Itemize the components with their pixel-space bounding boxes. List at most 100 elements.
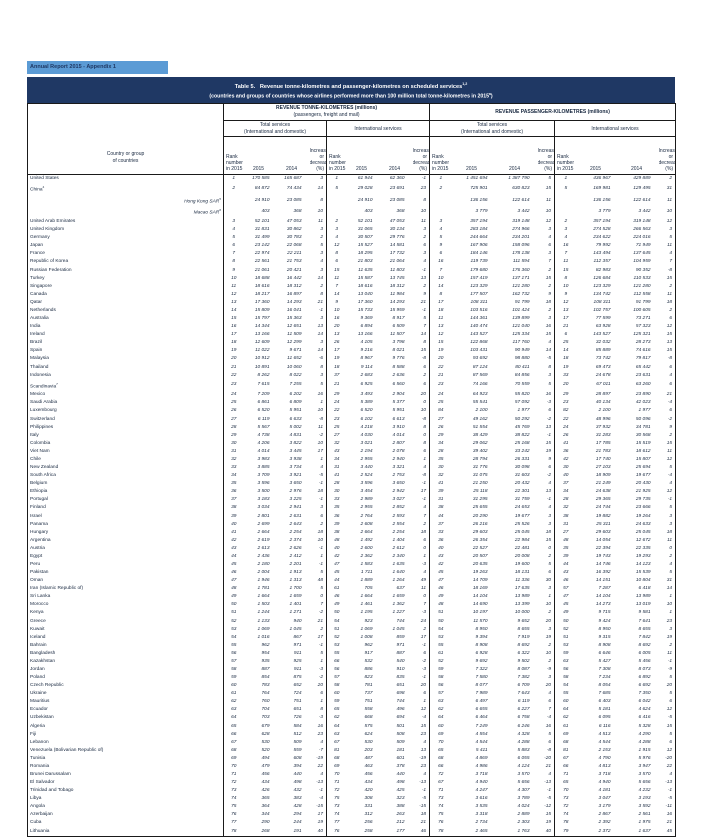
value-2015-cell: 87 569 <box>472 372 488 378</box>
rank-cell: 71 <box>326 779 347 788</box>
pct-cell: -1 <box>421 788 427 794</box>
value-2014-cell: 10 000 <box>514 610 530 616</box>
pct-cell: 6 <box>548 739 552 745</box>
rank-cell: 49 <box>326 601 347 610</box>
pct-cell: 11 <box>421 219 427 225</box>
value-2014-cell: 5 456 <box>638 658 651 664</box>
value-2015-cell: 14 151 <box>595 578 611 584</box>
value-2014-cell: 6 613 <box>392 416 405 422</box>
pct-cell: 6 <box>548 465 552 471</box>
value-2014-cell: 6 692 <box>638 683 651 689</box>
value-2014-cell: 28 273 <box>635 340 651 346</box>
pct-header-line: or <box>547 154 553 160</box>
value-2015-cell: 6 403 <box>598 699 611 705</box>
value-2015-cell: 679 <box>261 723 270 729</box>
country-name: Uzbekistan <box>27 714 224 723</box>
value-2014-cell: 2 941 <box>289 505 302 511</box>
pct-cell: 2 <box>669 176 673 181</box>
rank-cell: 7 <box>223 250 244 259</box>
pct-header-line: Increase <box>658 148 676 154</box>
pct-cell: 0 <box>320 594 323 600</box>
pct-cell: 9 <box>423 291 427 297</box>
value-2015-cell: 4 247 <box>475 788 488 794</box>
rank-cell: 25 <box>429 399 452 408</box>
value-2015-cell: 55 541 <box>472 400 488 406</box>
table-row: Kazakhstan 57 935 925 1 66 532 540 -2 52 9 692 9 50… <box>27 657 676 666</box>
value-2014-cell: 744 <box>396 618 405 624</box>
value-2014-cell: 1 264 <box>392 578 405 584</box>
country-name: Indonesia <box>27 371 224 380</box>
value-2015-cell: 7 308 <box>598 666 611 672</box>
rank-cell: 52 <box>429 657 452 666</box>
value-2015-cell: 420 <box>364 788 373 794</box>
value-2014-cell: 911 <box>293 666 302 672</box>
table-row: Brunei Darussalam 71 456 440 4 70 456 440 4 72 3 7… <box>27 771 676 780</box>
rank-cell: 52 <box>326 633 347 642</box>
pct-cell: -6 <box>318 356 323 362</box>
table-row: Peru 45 2 180 2 201 -1 47 1 583 1 635 -3 42 20 635… <box>27 560 676 570</box>
value-2014-cell: 432 <box>293 788 302 794</box>
country-name: Belgium <box>27 480 224 489</box>
pct-cell: 10 <box>545 602 552 608</box>
country-name: New Zealand <box>27 464 224 473</box>
value-2014-cell: 1 227 <box>392 610 405 616</box>
table-row: Netherlands 14 15 809 16 041 -1 10 15 733 15 95… <box>27 306 676 316</box>
value-2014-cell: 57 092 <box>514 400 530 406</box>
value-2014-cell: 23 085 <box>389 197 405 203</box>
value-2015-cell: 3 535 <box>475 804 488 810</box>
value-2015-cell: 24 744 <box>595 505 611 511</box>
rank-cell <box>326 194 347 207</box>
tkm-group-title: REVENUE TONNE-KILOMETRES (millions) <box>276 105 378 111</box>
value-2015-cell: 6 928 <box>475 650 488 656</box>
increase-decrease-column-header: Increaseordecrease(%) <box>537 136 555 175</box>
value-2015-cell: 134 742 <box>593 291 611 297</box>
value-2014-cell: 1 659 <box>392 594 405 600</box>
pct-cell: 12 <box>666 456 673 462</box>
value-2014-cell: 4 124 <box>517 763 530 769</box>
value-2014-cell: 3 027 <box>392 497 405 503</box>
value-2014-cell: 98 880 <box>514 356 530 362</box>
rank-header-line: Rank <box>226 154 238 160</box>
pct-cell: -11 <box>665 804 673 810</box>
value-2014-cell: 181 <box>396 747 405 753</box>
rank-cell: 48 <box>429 601 452 610</box>
value-2015-cell: 28 897 <box>595 392 611 398</box>
rank-cell: 73 <box>429 795 452 804</box>
pct-cell: 11 <box>667 537 673 543</box>
rank-cell: 60 <box>429 722 452 731</box>
country-name: Greece <box>27 617 224 626</box>
country-name: Australia <box>27 315 224 324</box>
pct-cell: 0 <box>669 545 673 551</box>
country-name: Chile <box>27 455 224 465</box>
country-name: Luxembourg <box>27 407 224 416</box>
rank-cell: 28 <box>429 447 452 456</box>
pct-cell: 40 <box>545 828 552 834</box>
pct-cell: 20 <box>317 683 323 689</box>
rank-cell: 65 <box>223 722 244 731</box>
value-2014-cell: 191 <box>293 828 302 834</box>
value-2015-cell: 1 946 <box>257 578 270 584</box>
rank-cell: 70 <box>429 738 452 747</box>
pct-cell: 4 <box>320 259 323 265</box>
rank-cell: 45 <box>429 569 452 578</box>
table-row: Switzerland 27 6 119 6 633 -8 23 6 102 6 613 -8 2… <box>27 415 676 424</box>
rank-cell: 6 <box>429 250 452 259</box>
table-row: Canada 12 18 217 16 897 8 14 13 040 11 984 9 8 177… <box>27 290 676 299</box>
table-row: France 7 22 974 22 211 3 8 18 295 17 732 3 6 184 1… <box>27 250 676 259</box>
rank-cell: 75 <box>223 803 244 812</box>
pct-cell: 16 <box>545 324 552 330</box>
pct-cell: 17 <box>317 448 323 454</box>
pct-cell: 15 <box>545 275 552 281</box>
value-2014-cell: 2 753 <box>392 473 405 479</box>
value-2015-cell: 4 105 <box>360 340 373 346</box>
value-2014-cell: 440 <box>396 772 405 777</box>
pct-cell: 0 <box>423 594 427 600</box>
pct-cell: 11 <box>318 424 323 430</box>
value-2014-cell: 867 <box>293 634 302 640</box>
value-2014-cell: 1 045 <box>392 626 405 632</box>
value-2015-cell: 2 955 <box>360 456 373 462</box>
value-2014-cell: 2 561 <box>638 812 651 818</box>
pct-cell: 6 <box>423 364 427 370</box>
rank-cell: 54 <box>326 617 347 626</box>
value-2014-cell: 71 949 <box>635 243 651 249</box>
